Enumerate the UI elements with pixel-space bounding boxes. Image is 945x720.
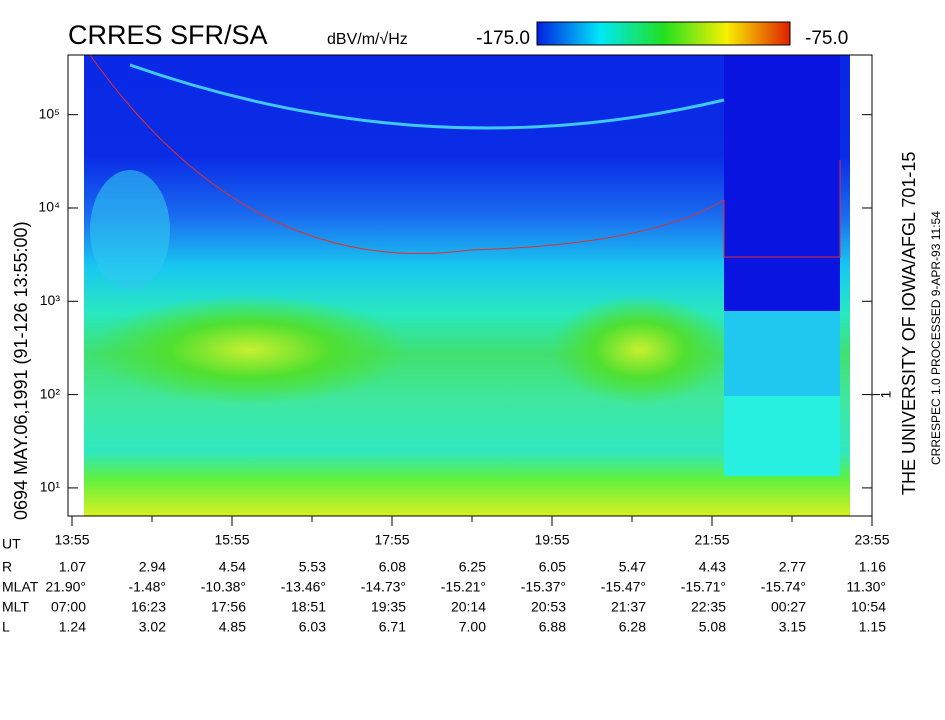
ephemeris-value: 16:23	[131, 599, 166, 615]
ephemeris-value: 2.94	[139, 559, 166, 575]
ephemeris-value: -15.21°	[441, 579, 486, 595]
ephemeris-value: 6.05	[539, 559, 566, 575]
colorbar-max: -75.0	[805, 28, 848, 49]
ephemeris-value: -15.74°	[761, 579, 806, 595]
ephemeris-value: 5.53	[299, 559, 326, 575]
left-caption: 0694 MAY.06,1991 (91-126 13:55:00)	[11, 221, 31, 520]
ephemeris-value: 20:53	[531, 599, 566, 615]
ephemeris-value: 19:35	[371, 599, 406, 615]
x-tick-label: 15:55	[214, 532, 249, 548]
ephemeris-label: L	[2, 619, 10, 635]
x-tick-label: 23:55	[854, 532, 889, 548]
ephemeris-value: 1.16	[859, 559, 886, 575]
ephemeris-value: -15.47°	[601, 579, 646, 595]
colorbar-min: -175.0	[476, 28, 530, 49]
y-tick-label: 10¹	[40, 479, 61, 495]
ephemeris-value: -14.73°	[361, 579, 406, 595]
ephemeris-value: 3.02	[139, 619, 166, 635]
y-tick-label: 10²	[40, 385, 61, 401]
ephemeris-value: -10.38°	[201, 579, 246, 595]
spectrogram	[84, 54, 850, 516]
chart-title: CRRES SFR/SA	[68, 20, 268, 50]
ephemeris-label: MLT	[2, 599, 29, 615]
colorbar	[536, 21, 791, 46]
ephemeris-value: -1.48°	[128, 579, 166, 595]
ephemeris-value: 22:35	[691, 599, 726, 615]
ephemeris-value: 1.15	[859, 619, 886, 635]
x-tick-label: 19:55	[534, 532, 569, 548]
ephemeris-value: 5.47	[619, 559, 646, 575]
ephemeris-label: R	[2, 559, 12, 575]
ephemeris-value: 20:14	[451, 599, 486, 615]
x-tick-label: 13:55	[54, 532, 89, 548]
ephemeris-value: 00:27	[771, 599, 806, 615]
ephemeris-value: 17:56	[211, 599, 246, 615]
ephemeris-value: 6.88	[539, 619, 566, 635]
ephemeris-value: 1.07	[59, 559, 86, 575]
ephemeris-value: -15.71°	[681, 579, 726, 595]
y2-tick-label: 1	[878, 390, 894, 398]
y-tick-label: 10⁴	[38, 199, 60, 215]
x-tick-label: 21:55	[694, 532, 729, 548]
ephemeris-value: 4.85	[219, 619, 246, 635]
ephemeris-value: -13.46°	[281, 579, 326, 595]
ephemeris-value: 2.77	[779, 559, 806, 575]
ephemeris-value: 6.03	[299, 619, 326, 635]
x-label: UT	[2, 536, 21, 552]
ephemeris-value: 10:54	[851, 599, 886, 615]
ephemeris-value: 6.71	[379, 619, 406, 635]
ephemeris-value: 4.54	[219, 559, 246, 575]
ephemeris-value: 11.30°	[846, 579, 886, 595]
plot-frame	[67, 54, 873, 517]
y-tick-label: 10³	[40, 292, 61, 308]
ephemeris-value: 07:00	[51, 599, 86, 615]
ephemeris-value: 21:37	[611, 599, 646, 615]
ephemeris-value: 7.00	[459, 619, 486, 635]
ephemeris-value: 1.24	[59, 619, 86, 635]
ephemeris-label: MLAT	[2, 579, 39, 595]
ephemeris-value: 3.15	[779, 619, 806, 635]
ephemeris-value: 5.08	[699, 619, 726, 635]
ephemeris-value: 21.90°	[45, 579, 86, 595]
ephemeris-value: 6.28	[619, 619, 646, 635]
right-subcaption: CRRESPEC 1.0 PROCESSED 9-APR-93 11:54	[929, 211, 943, 465]
x-tick-label: 17:55	[374, 532, 409, 548]
colorbar-unit: dBV/m/√Hz	[327, 31, 408, 48]
ephemeris-value: -15.37°	[521, 579, 566, 595]
right-caption: THE UNIVERSITY OF IOWA/AFGL 701-15	[899, 152, 919, 495]
y-tick-label: 10⁵	[39, 105, 60, 121]
ephemeris-value: 4.43	[699, 559, 726, 575]
ephemeris-value: 6.25	[459, 559, 486, 575]
ephemeris-value: 6.08	[379, 559, 406, 575]
ephemeris-value: 18:51	[291, 599, 326, 615]
